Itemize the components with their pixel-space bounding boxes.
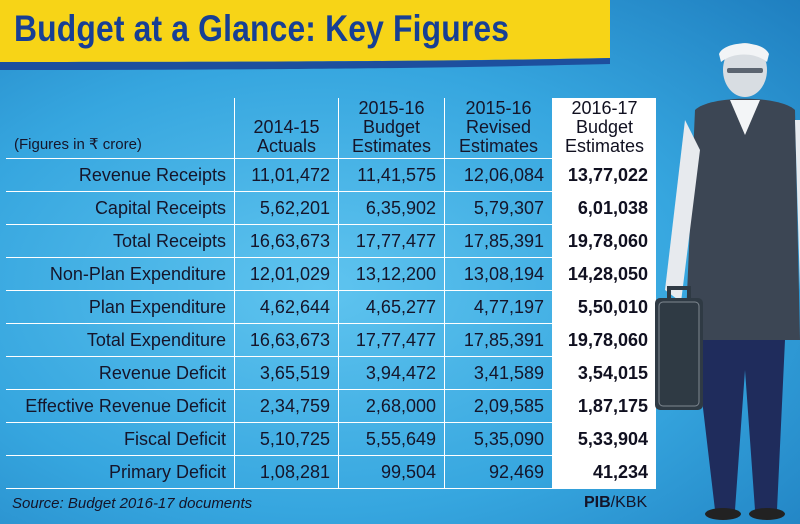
cell-value: 17,85,391 [444, 224, 553, 258]
footer: Source: Budget 2016-17 documents PIB/KBK [0, 487, 655, 524]
cell-value: 2,68,000 [338, 389, 445, 423]
cell-value-highlight: 13,77,022 [552, 158, 656, 192]
title-banner-shape [0, 0, 610, 70]
cell-value: 12,06,084 [444, 158, 553, 192]
row-label: Fiscal Deficit [6, 422, 235, 456]
cell-value: 13,12,200 [338, 257, 445, 291]
cell-value: 12,01,029 [234, 257, 339, 291]
cell-value-highlight: 41,234 [552, 455, 656, 489]
cell-value-highlight: 19,78,060 [552, 323, 656, 357]
cell-value: 2,34,759 [234, 389, 339, 423]
table-row: Capital Receipts 5,62,201 6,35,902 5,79,307… [6, 191, 656, 225]
cell-value: 5,10,725 [234, 422, 339, 456]
column-header: 2015-16 Budget Estimates [338, 98, 445, 159]
cell-value: 6,35,902 [338, 191, 445, 225]
cell-value: 17,77,477 [338, 323, 445, 357]
column-header: 2014-15 Actuals [234, 98, 339, 159]
cell-value: 4,62,644 [234, 290, 339, 324]
table-row: Non-Plan Expenditure 12,01,029 13,12,200 13… [6, 257, 656, 291]
table-row: Fiscal Deficit 5,10,725 5,55,649 5,35,090 5,… [6, 422, 656, 456]
cell-value: 3,94,472 [338, 356, 445, 390]
cell-value: 2,09,585 [444, 389, 553, 423]
cell-value-highlight: 1,87,175 [552, 389, 656, 423]
cell-value: 16,63,673 [234, 323, 339, 357]
cell-value: 5,55,649 [338, 422, 445, 456]
units-label: (Figures in ₹ crore) [6, 98, 235, 159]
source-note: Source: Budget 2016-17 documents [12, 495, 253, 512]
row-label: Total Expenditure [6, 323, 235, 357]
table-row: Total Expenditure 16,63,673 17,77,477 17,85… [6, 323, 656, 357]
cell-value: 17,77,477 [338, 224, 445, 258]
cell-value: 1,08,281 [234, 455, 339, 489]
budget-table: (Figures in ₹ crore) 2014-15 Actuals 2015… [6, 98, 656, 489]
cell-value: 3,41,589 [444, 356, 553, 390]
page-title: Budget at a Glance: Key Figures [14, 8, 510, 49]
cell-value: 99,504 [338, 455, 445, 489]
column-header: 2015-16 Revised Estimates [444, 98, 553, 159]
cell-value: 17,85,391 [444, 323, 553, 357]
title-banner: Budget at a Glance: Key Figures [0, 0, 800, 80]
cell-value: 5,62,201 [234, 191, 339, 225]
table-row: Revenue Deficit 3,65,519 3,94,472 3,41,589 3… [6, 356, 656, 390]
briefcase-icon [655, 298, 703, 410]
cell-value-highlight: 6,01,038 [552, 191, 656, 225]
row-label: Total Receipts [6, 224, 235, 258]
column-header-highlight: 2016-17 Budget Estimates [552, 98, 656, 159]
cell-value: 4,65,277 [338, 290, 445, 324]
cell-value: 3,65,519 [234, 356, 339, 390]
table-row: Plan Expenditure 4,62,644 4,65,277 4,77,197… [6, 290, 656, 324]
cell-value: 4,77,197 [444, 290, 553, 324]
row-label: Non-Plan Expenditure [6, 257, 235, 291]
row-label: Plan Expenditure [6, 290, 235, 324]
cell-value: 5,35,090 [444, 422, 553, 456]
row-label: Effective Revenue Deficit [6, 389, 235, 423]
cell-value: 13,08,194 [444, 257, 553, 291]
row-label: Capital Receipts [6, 191, 235, 225]
table-row: Revenue Receipts 11,01,472 11,41,575 12,06,… [6, 158, 656, 192]
cell-value-highlight: 19,78,060 [552, 224, 656, 258]
table-header-row: (Figures in ₹ crore) 2014-15 Actuals 2015… [6, 98, 656, 159]
cell-value: 92,469 [444, 455, 553, 489]
cell-value: 11,41,575 [338, 158, 445, 192]
row-label: Revenue Receipts [6, 158, 235, 192]
cell-value: 5,79,307 [444, 191, 553, 225]
cell-value: 11,01,472 [234, 158, 339, 192]
cell-value-highlight: 14,28,050 [552, 257, 656, 291]
cell-value-highlight: 5,50,010 [552, 290, 656, 324]
table-row: Primary Deficit 1,08,281 99,504 92,469 41,23… [6, 455, 656, 489]
cell-value-highlight: 3,54,015 [552, 356, 656, 390]
table-row: Total Receipts 16,63,673 17,77,477 17,85,39… [6, 224, 656, 258]
row-label: Revenue Deficit [6, 356, 235, 390]
row-label: Primary Deficit [6, 455, 235, 489]
credit: PIB/KBK [584, 494, 648, 511]
table-row: Effective Revenue Deficit 2,34,759 2,68,00… [6, 389, 656, 423]
minister-figure-illustration [655, 43, 800, 520]
cell-value: 16,63,673 [234, 224, 339, 258]
cell-value-highlight: 5,33,904 [552, 422, 656, 456]
